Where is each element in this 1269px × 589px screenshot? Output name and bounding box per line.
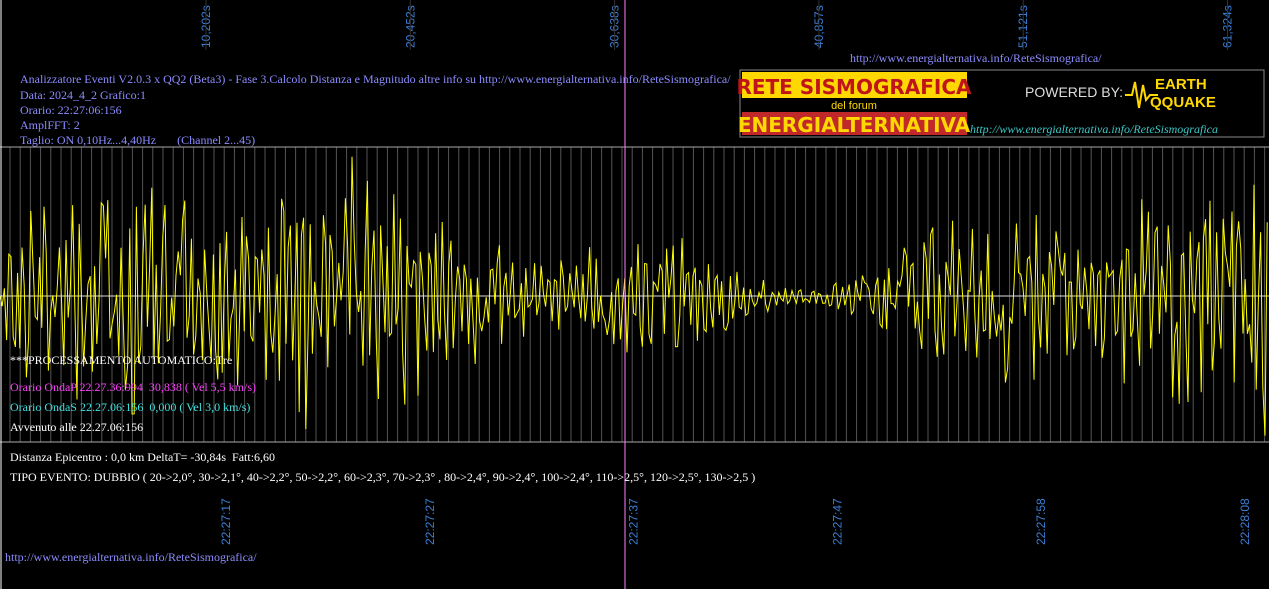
logo-text: EARTH (1155, 76, 1207, 93)
p-wave: Orario OndaP 22.27.36:994 30,838 ( Vel 5… (10, 380, 256, 394)
bottom-time: 22:27:58 (1034, 498, 1048, 545)
info-line: Taglio: ON 0,10Hz...4,40Hz (Channel 2...… (20, 133, 255, 147)
top-times: 10,202s 20,452s 30,638s 40,857s 51,121s 61,32… (199, 0, 1235, 50)
info-line: AmplFFT: 2 (20, 118, 80, 132)
grid (9, 147, 1266, 442)
bottom-times: 22:27:17 22:27:27 22:27:37 22:27:47 22:27:58… (219, 498, 1252, 545)
logo-text: POWERED BY: (1025, 84, 1123, 100)
bottom-time: 22:27:27 (423, 498, 437, 545)
logo-band (742, 112, 967, 135)
logo: RETE SISMOGRAFICA del forum ENERGIALTERN… (736, 69, 1265, 138)
info-line: Analizzatore Eventi V2.0.3 x QQ2 (Beta3)… (20, 72, 731, 86)
logo-text: del forum (831, 100, 877, 112)
logo-band (742, 72, 967, 98)
occurred: Avvenuto alle 22.27.06:156 (10, 420, 143, 434)
info-line: Orario: 22:27:06:156 (20, 103, 122, 117)
bottom-url: http://www.energialternativa.info/ReteSi… (5, 550, 257, 564)
logo-text: RETE SISMOGRAFICA (736, 75, 972, 99)
distance: Distanza Epicentro : 0,0 km DeltaT= -30,… (10, 450, 275, 464)
bottom-time: 22:28:08 (1238, 498, 1252, 545)
processing-title: ***PROCESSAMENTO AUTOMATICO:Tre (10, 353, 232, 367)
logo-icon (1125, 81, 1158, 109)
logo-url: http://www.energialternativa.info/ReteSi… (970, 122, 1218, 136)
s-wave: Orario OndaS 22.27.06:156 0,000 ( Vel 3,… (10, 400, 250, 414)
top-url: http://www.energialternativa.info/ReteSi… (850, 51, 1102, 65)
logo-text: ENERGIALTERNATIVA (738, 113, 971, 137)
bottom-time: 22:27:37 (627, 498, 641, 545)
bottom-time: 22:27:17 (219, 498, 233, 545)
logo-text: QQUAKE (1150, 94, 1216, 111)
waveform (0, 156, 1268, 436)
bottom-time: 22:27:47 (830, 498, 844, 545)
info-line: Data: 2024_4_2 Grafico:1 (20, 88, 146, 102)
event-type: TIPO EVENTO: DUBBIO ( 20->2,0°, 30->2,1°… (10, 470, 755, 484)
